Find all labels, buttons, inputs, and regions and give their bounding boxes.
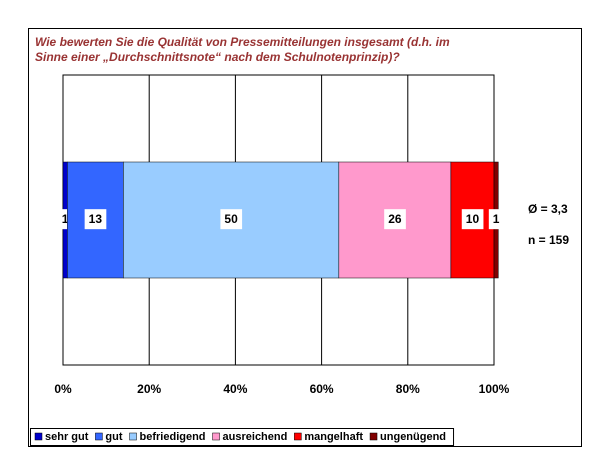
legend-label: mangelhaft <box>304 431 363 443</box>
legend-label: ausreichend <box>223 431 288 443</box>
x-tick-label: 60% <box>310 382 334 396</box>
annotation: n = 159 <box>528 233 569 247</box>
x-tick-label: 20% <box>137 382 161 396</box>
chart-title: Wie bewerten Sie die Qualität von Presse… <box>35 35 450 49</box>
value-label-bg <box>384 209 406 230</box>
chart-title: Sinne einer „Durchschnittsnote“ nach dem… <box>35 50 400 64</box>
legend-swatch <box>129 432 137 441</box>
legend-label: befriedigend <box>140 431 206 443</box>
x-tick-label: 100% <box>479 382 510 396</box>
legend-label: gut <box>105 431 122 443</box>
value-label-bg <box>488 209 504 230</box>
value-label-bg <box>220 209 243 230</box>
x-tick-label: 0% <box>54 382 72 396</box>
value-label: 1 <box>62 212 69 226</box>
value-label-bg <box>84 209 107 230</box>
value-label: 13 <box>89 212 103 226</box>
value-label: 26 <box>388 212 402 226</box>
annotation: Ø = 3,3 <box>528 202 568 216</box>
legend-label: ungenügend <box>380 431 446 443</box>
value-label: 10 <box>466 212 480 226</box>
x-tick-label: 40% <box>223 382 247 396</box>
legend-label: sehr gut <box>45 431 89 443</box>
legend-swatch <box>212 432 220 441</box>
value-label-bg <box>461 209 484 230</box>
value-label: 50 <box>224 212 238 226</box>
x-tick-label: 80% <box>396 382 420 396</box>
legend-swatch <box>34 432 43 441</box>
legend-swatch <box>294 432 302 441</box>
legend-swatch <box>95 432 103 441</box>
legend-swatch <box>369 432 378 441</box>
value-label: 1 <box>493 212 500 226</box>
chart-frame <box>28 28 582 447</box>
